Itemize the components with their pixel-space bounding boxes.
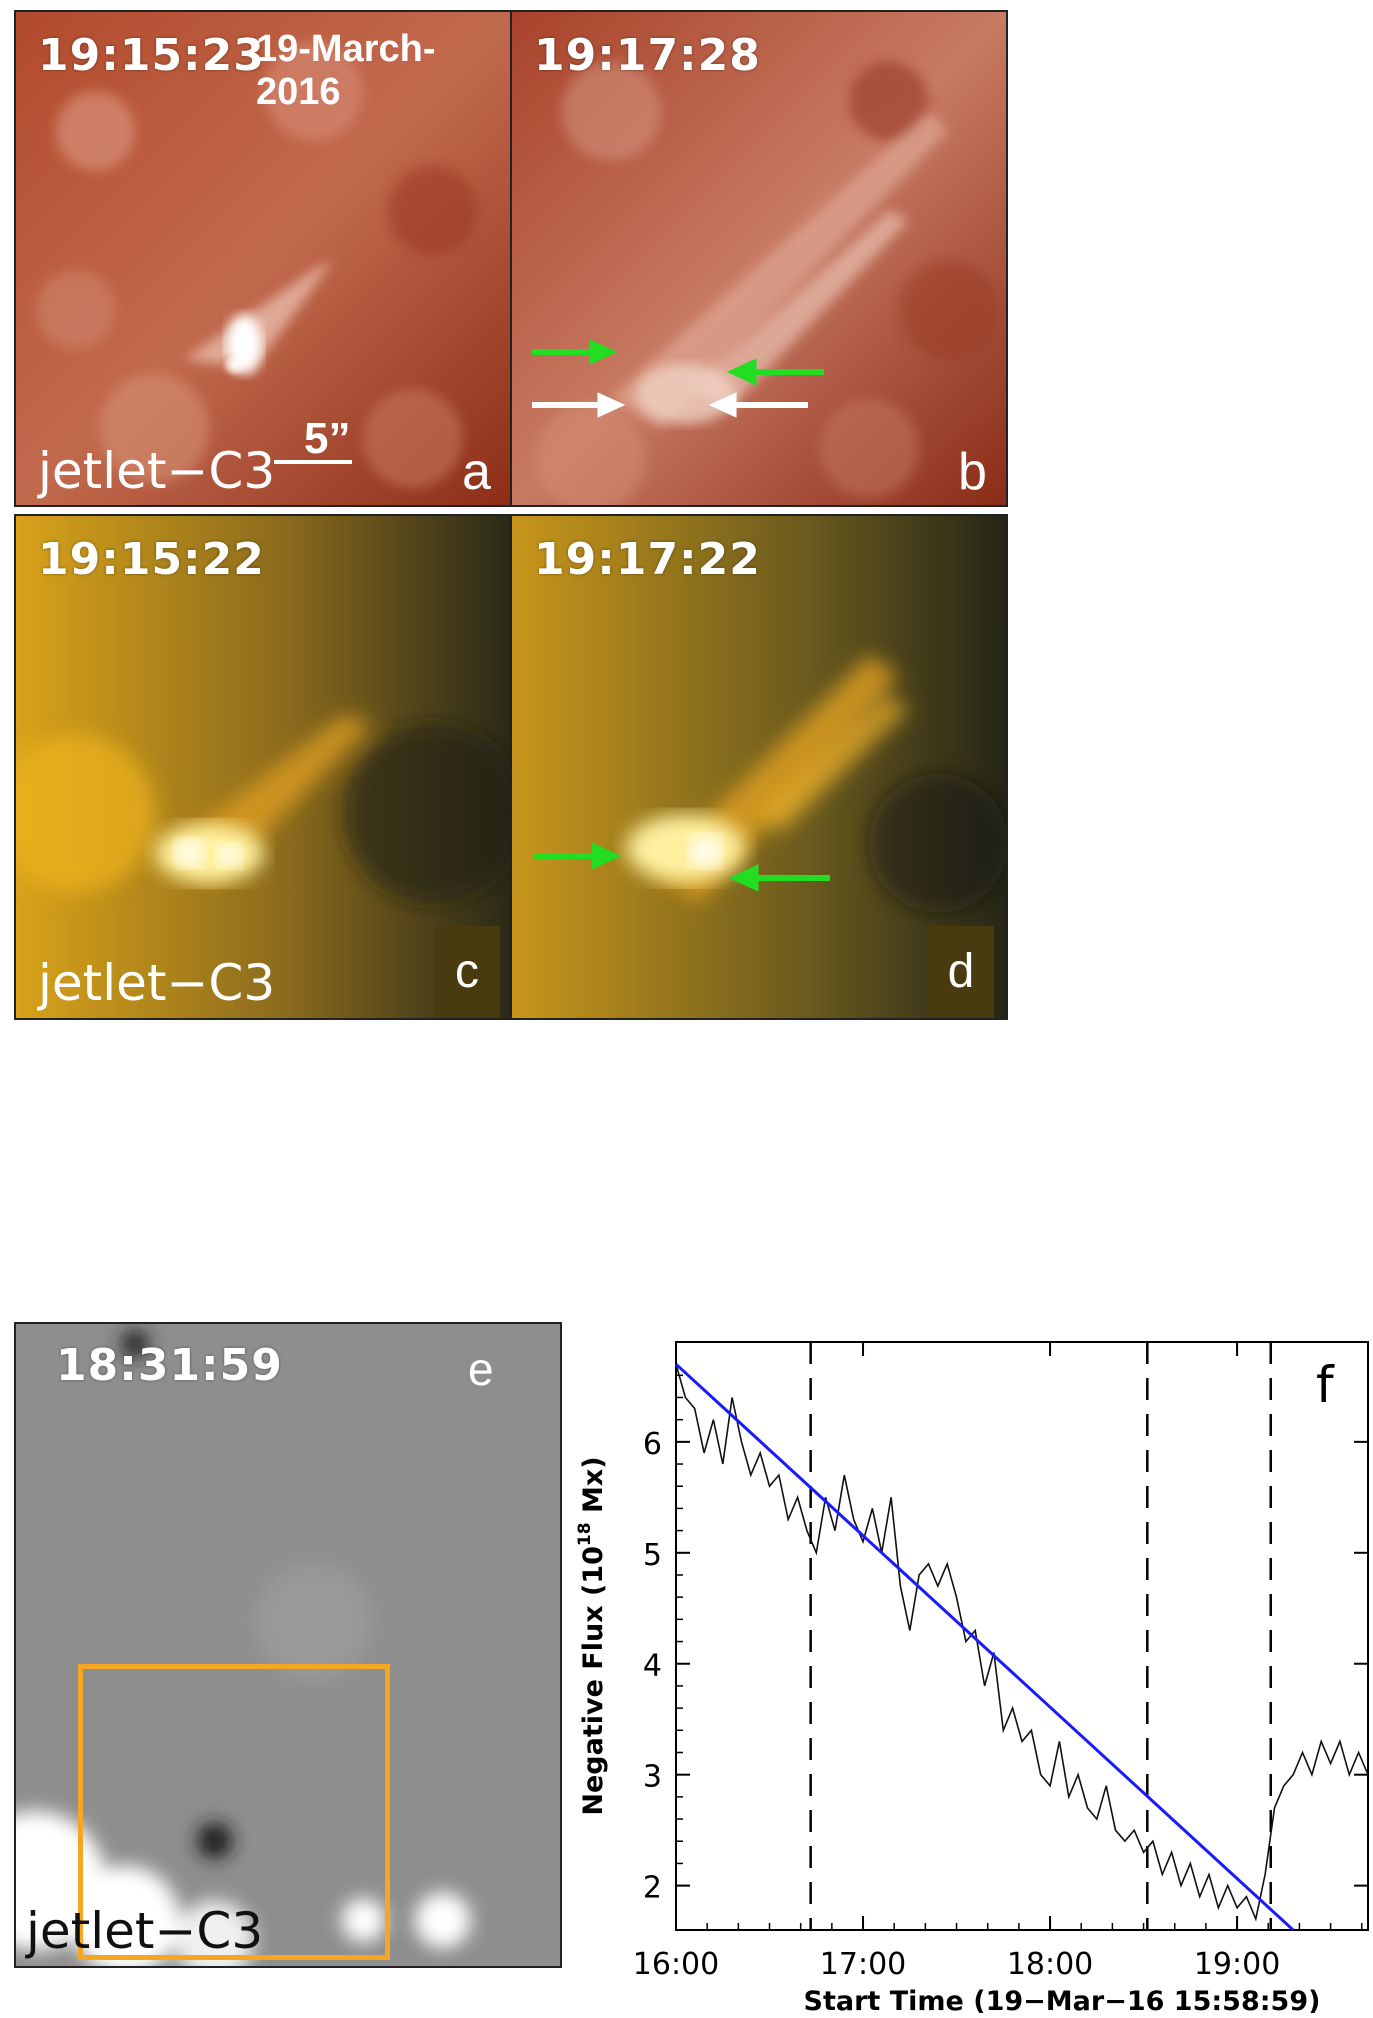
- y-tick-label: 5: [643, 1538, 662, 1573]
- aia171-image-a: [16, 12, 510, 505]
- y-axis-label: Negative Flux (1018 Mx): [575, 1456, 609, 1815]
- green-arrow-right-d: [728, 864, 830, 892]
- aia193-image-c: [16, 516, 510, 1018]
- timestamp-e: 18:31:59: [56, 1340, 283, 1391]
- panel-c: 19:15:22 jetlet−C3 c: [14, 514, 512, 1020]
- timestamp-d: 19:17:22: [534, 534, 761, 585]
- panel-d: 19:17:22 d: [510, 514, 1008, 1020]
- panel-letter-c: c: [434, 926, 500, 1018]
- white-arrow-left-b: [532, 392, 626, 418]
- scale-label: 5”: [304, 414, 351, 463]
- flux-chart-svg: 2 3 4 5 6 16:00 17:00 18:00 19:00 Negative Flux (…: [575, 1341, 1369, 2017]
- aia171-image-b: [512, 12, 1006, 505]
- green-arrow-right-b: [726, 358, 824, 386]
- green-arrow-left-b: [532, 339, 618, 365]
- timestamp-a: 19:15:23: [38, 30, 265, 81]
- plot-frame: [675, 1341, 1369, 1931]
- y-tick-label: 4: [643, 1649, 662, 1684]
- panel-e: 18:31:59 e jetlet−C3: [14, 1322, 562, 1968]
- date-label: 19-March-2016: [256, 28, 436, 113]
- panel-letter-b: b: [958, 443, 987, 501]
- x-tick-label: 19:00: [1194, 1947, 1280, 1982]
- flux-series-line: [675, 1363, 1369, 1922]
- x-tick-label: 17:00: [820, 1947, 906, 1982]
- panel-letter-a: a: [462, 443, 491, 501]
- arrows-b: [532, 339, 824, 418]
- y-tick-label: 2: [643, 1871, 662, 1906]
- green-arrow-left-d: [534, 842, 622, 870]
- x-tick-label: 18:00: [1007, 1947, 1093, 1982]
- panel-letter-e: e: [468, 1343, 494, 1395]
- y-tick-label: 3: [643, 1760, 662, 1795]
- white-arrow-right-b: [708, 392, 808, 418]
- y-tick-label: 6: [643, 1427, 662, 1462]
- x-tick-label: 16:00: [633, 1947, 719, 1982]
- flux-chart: 2 3 4 5 6 16:00 17:00 18:00 19:00 Negative Flux (…: [560, 1330, 1373, 2017]
- panel-letter-d: d: [928, 926, 994, 1018]
- fit-line: [674, 1363, 1295, 1932]
- aia193-image-d: [512, 516, 1006, 1018]
- arrows-d: [534, 842, 830, 892]
- jet-label-c: jetlet−C3: [38, 954, 276, 1012]
- panel-b: 19:17:28 b: [510, 10, 1008, 507]
- panel-a: 19:15:23 19-March-2016 5” jetlet−C3 a: [14, 10, 512, 507]
- region-box: [78, 1664, 390, 1960]
- x-axis-label: Start Time (19−Mar−16 15:58:59): [804, 1986, 1321, 2013]
- jet-label-e: jetlet−C3: [26, 1902, 264, 1960]
- timestamp-c: 19:15:22: [38, 534, 265, 585]
- panel-letter-f: f: [1316, 1356, 1335, 1414]
- jet-label-a: jetlet−C3: [38, 442, 276, 500]
- timestamp-b: 19:17:28: [534, 30, 761, 81]
- scale-bar: [274, 460, 352, 464]
